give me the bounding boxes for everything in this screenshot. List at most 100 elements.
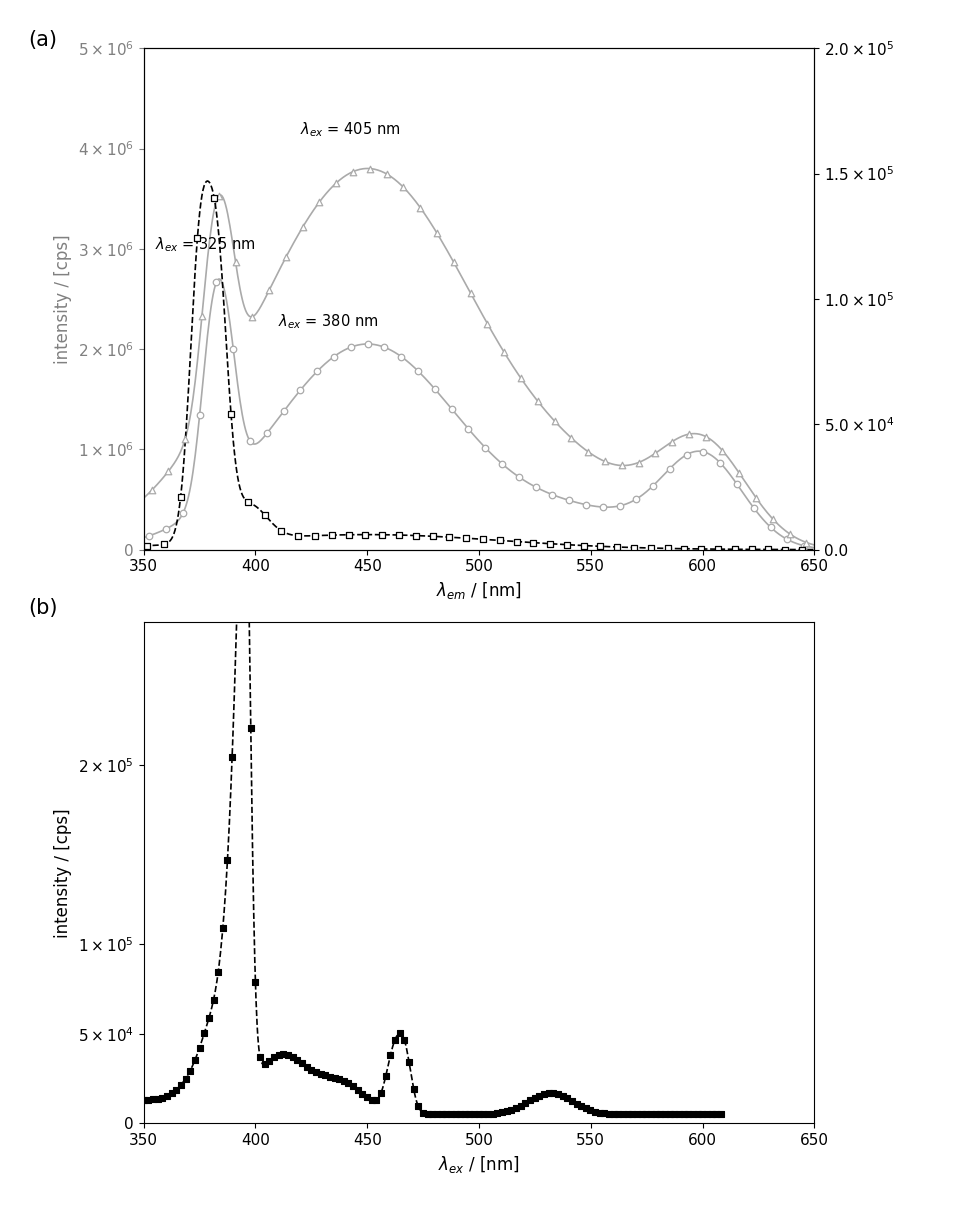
Point: [434, 1105, 449, 1125]
Point: [660, 539, 675, 558]
Point: [374, 1084, 389, 1103]
Point: [504, 1100, 519, 1120]
Point: [685, 1105, 700, 1125]
Text: $\lambda_{ex}$ = 405 nm: $\lambda_{ex}$ = 405 nm: [300, 120, 400, 139]
Point: [396, 178, 411, 197]
Point: [187, 1051, 202, 1070]
Point: [513, 368, 529, 388]
Point: [376, 337, 392, 356]
Point: [362, 159, 377, 179]
Y-axis label: intensity / [cps]: intensity / [cps]: [55, 808, 72, 937]
Point: [173, 1075, 189, 1094]
Point: [648, 1105, 663, 1125]
Point: [713, 1105, 728, 1125]
Point: [394, 347, 409, 366]
Text: (a): (a): [29, 30, 57, 51]
Point: [595, 498, 610, 517]
Point: [746, 499, 762, 518]
Point: [192, 405, 207, 424]
Point: [763, 517, 778, 536]
Point: [597, 1104, 612, 1123]
Point: [446, 252, 462, 272]
Point: [536, 1085, 552, 1104]
Point: [140, 536, 155, 556]
Point: [597, 452, 612, 471]
Point: [192, 1038, 207, 1057]
Point: [690, 1105, 705, 1125]
Point: [609, 538, 625, 557]
Point: [169, 1080, 184, 1099]
Point: [646, 476, 661, 495]
Point: [698, 426, 714, 446]
Point: [285, 1047, 300, 1067]
Point: [209, 272, 224, 291]
Point: [462, 1105, 477, 1125]
Point: [796, 536, 811, 556]
Point: [194, 306, 210, 325]
Point: [360, 335, 376, 354]
Point: [206, 991, 221, 1010]
Point: [625, 1105, 640, 1125]
Point: [561, 490, 577, 510]
Point: [729, 475, 744, 494]
Point: [587, 1102, 603, 1121]
Point: [375, 525, 390, 545]
Point: [159, 1086, 174, 1105]
Text: (b): (b): [29, 598, 58, 618]
Point: [602, 1104, 617, 1123]
Point: [354, 1084, 370, 1103]
Point: [329, 173, 344, 192]
Point: [299, 1057, 314, 1076]
Point: [541, 1084, 557, 1103]
Point: [406, 1079, 422, 1098]
Point: [207, 188, 222, 208]
Point: [463, 284, 478, 303]
Point: [239, 443, 254, 463]
Point: [709, 1105, 724, 1125]
Point: [350, 1080, 365, 1099]
Point: [369, 1091, 384, 1110]
Point: [219, 850, 235, 870]
Point: [211, 186, 226, 205]
Point: [476, 1104, 491, 1123]
Point: [612, 496, 627, 516]
Point: [225, 339, 240, 359]
Point: [311, 192, 327, 211]
Point: [574, 1097, 589, 1116]
Point: [485, 1104, 500, 1123]
Point: [732, 464, 747, 483]
Point: [530, 391, 545, 411]
Point: [794, 540, 810, 559]
Point: [444, 399, 459, 418]
Point: [224, 748, 240, 767]
Point: [216, 918, 231, 937]
Point: [156, 535, 171, 554]
Point: [480, 314, 495, 333]
Point: [308, 1063, 324, 1082]
Point: [765, 510, 781, 529]
Point: [260, 424, 275, 443]
Point: [243, 719, 259, 738]
Point: [559, 1088, 575, 1108]
Point: [379, 164, 395, 184]
Point: [593, 536, 608, 556]
Point: [276, 1044, 291, 1063]
Point: [499, 1102, 514, 1121]
Point: [694, 539, 709, 558]
Point: [164, 1084, 179, 1103]
Point: [411, 1097, 426, 1116]
Point: [490, 1104, 505, 1123]
Point: [710, 540, 725, 559]
Point: [620, 1105, 635, 1125]
Point: [511, 467, 526, 487]
Point: [662, 459, 677, 478]
Point: [634, 1105, 650, 1125]
Point: [614, 455, 629, 475]
Point: [564, 1091, 580, 1110]
Point: [545, 484, 560, 504]
Point: [281, 1045, 296, 1064]
Point: [662, 1105, 677, 1125]
X-axis label: $\lambda_{em}$ / [nm]: $\lambda_{em}$ / [nm]: [436, 580, 522, 600]
Point: [346, 162, 361, 181]
Point: [665, 432, 680, 452]
